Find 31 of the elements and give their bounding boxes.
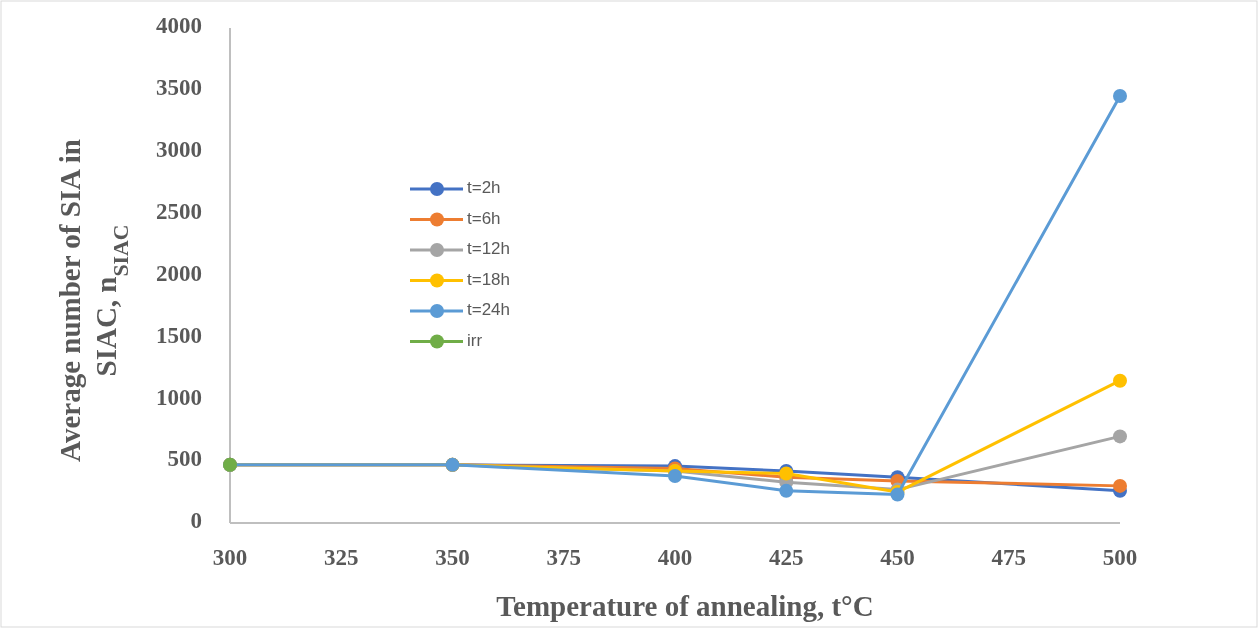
x-tick-label: 375: [546, 545, 581, 571]
x-tick-label: 400: [657, 545, 693, 571]
x-tick-label: 350: [435, 545, 470, 571]
point: [668, 468, 682, 483]
y-tick-label: 2000: [156, 260, 202, 286]
point: [779, 483, 794, 498]
y-tick-label: 1500: [156, 322, 202, 348]
x-tick-label: 300: [212, 545, 248, 571]
legend-label: t=18h: [467, 269, 511, 289]
point: [1113, 89, 1127, 104]
y-tick-label: 2500: [156, 198, 202, 224]
x-tick-label: 500: [1102, 545, 1138, 571]
x-axis-title: Temperature of annealing, t°C: [496, 590, 874, 622]
point: [1113, 429, 1127, 444]
x-tick-label: 325: [324, 545, 359, 571]
legend-label: t=2h: [467, 178, 501, 198]
point: [1113, 478, 1127, 493]
legend-label: t=24h: [467, 300, 511, 320]
legend-label: irr: [467, 330, 483, 350]
y-tick-label: 500: [167, 446, 202, 472]
y-tick-label: 1000: [156, 384, 202, 410]
y-tick-label: 4000: [156, 13, 202, 39]
y-tick-label: 0: [190, 508, 202, 534]
x-tick-label: 425: [769, 545, 804, 571]
legend-label: t=12h: [467, 239, 511, 259]
legend-label: t=6h: [467, 208, 501, 228]
x-tick-label: 475: [991, 545, 1026, 571]
y-tick-label: 3000: [156, 137, 202, 163]
point: [1113, 373, 1127, 388]
y-tick-label: 3500: [156, 75, 202, 101]
x-tick-label: 450: [880, 545, 915, 571]
